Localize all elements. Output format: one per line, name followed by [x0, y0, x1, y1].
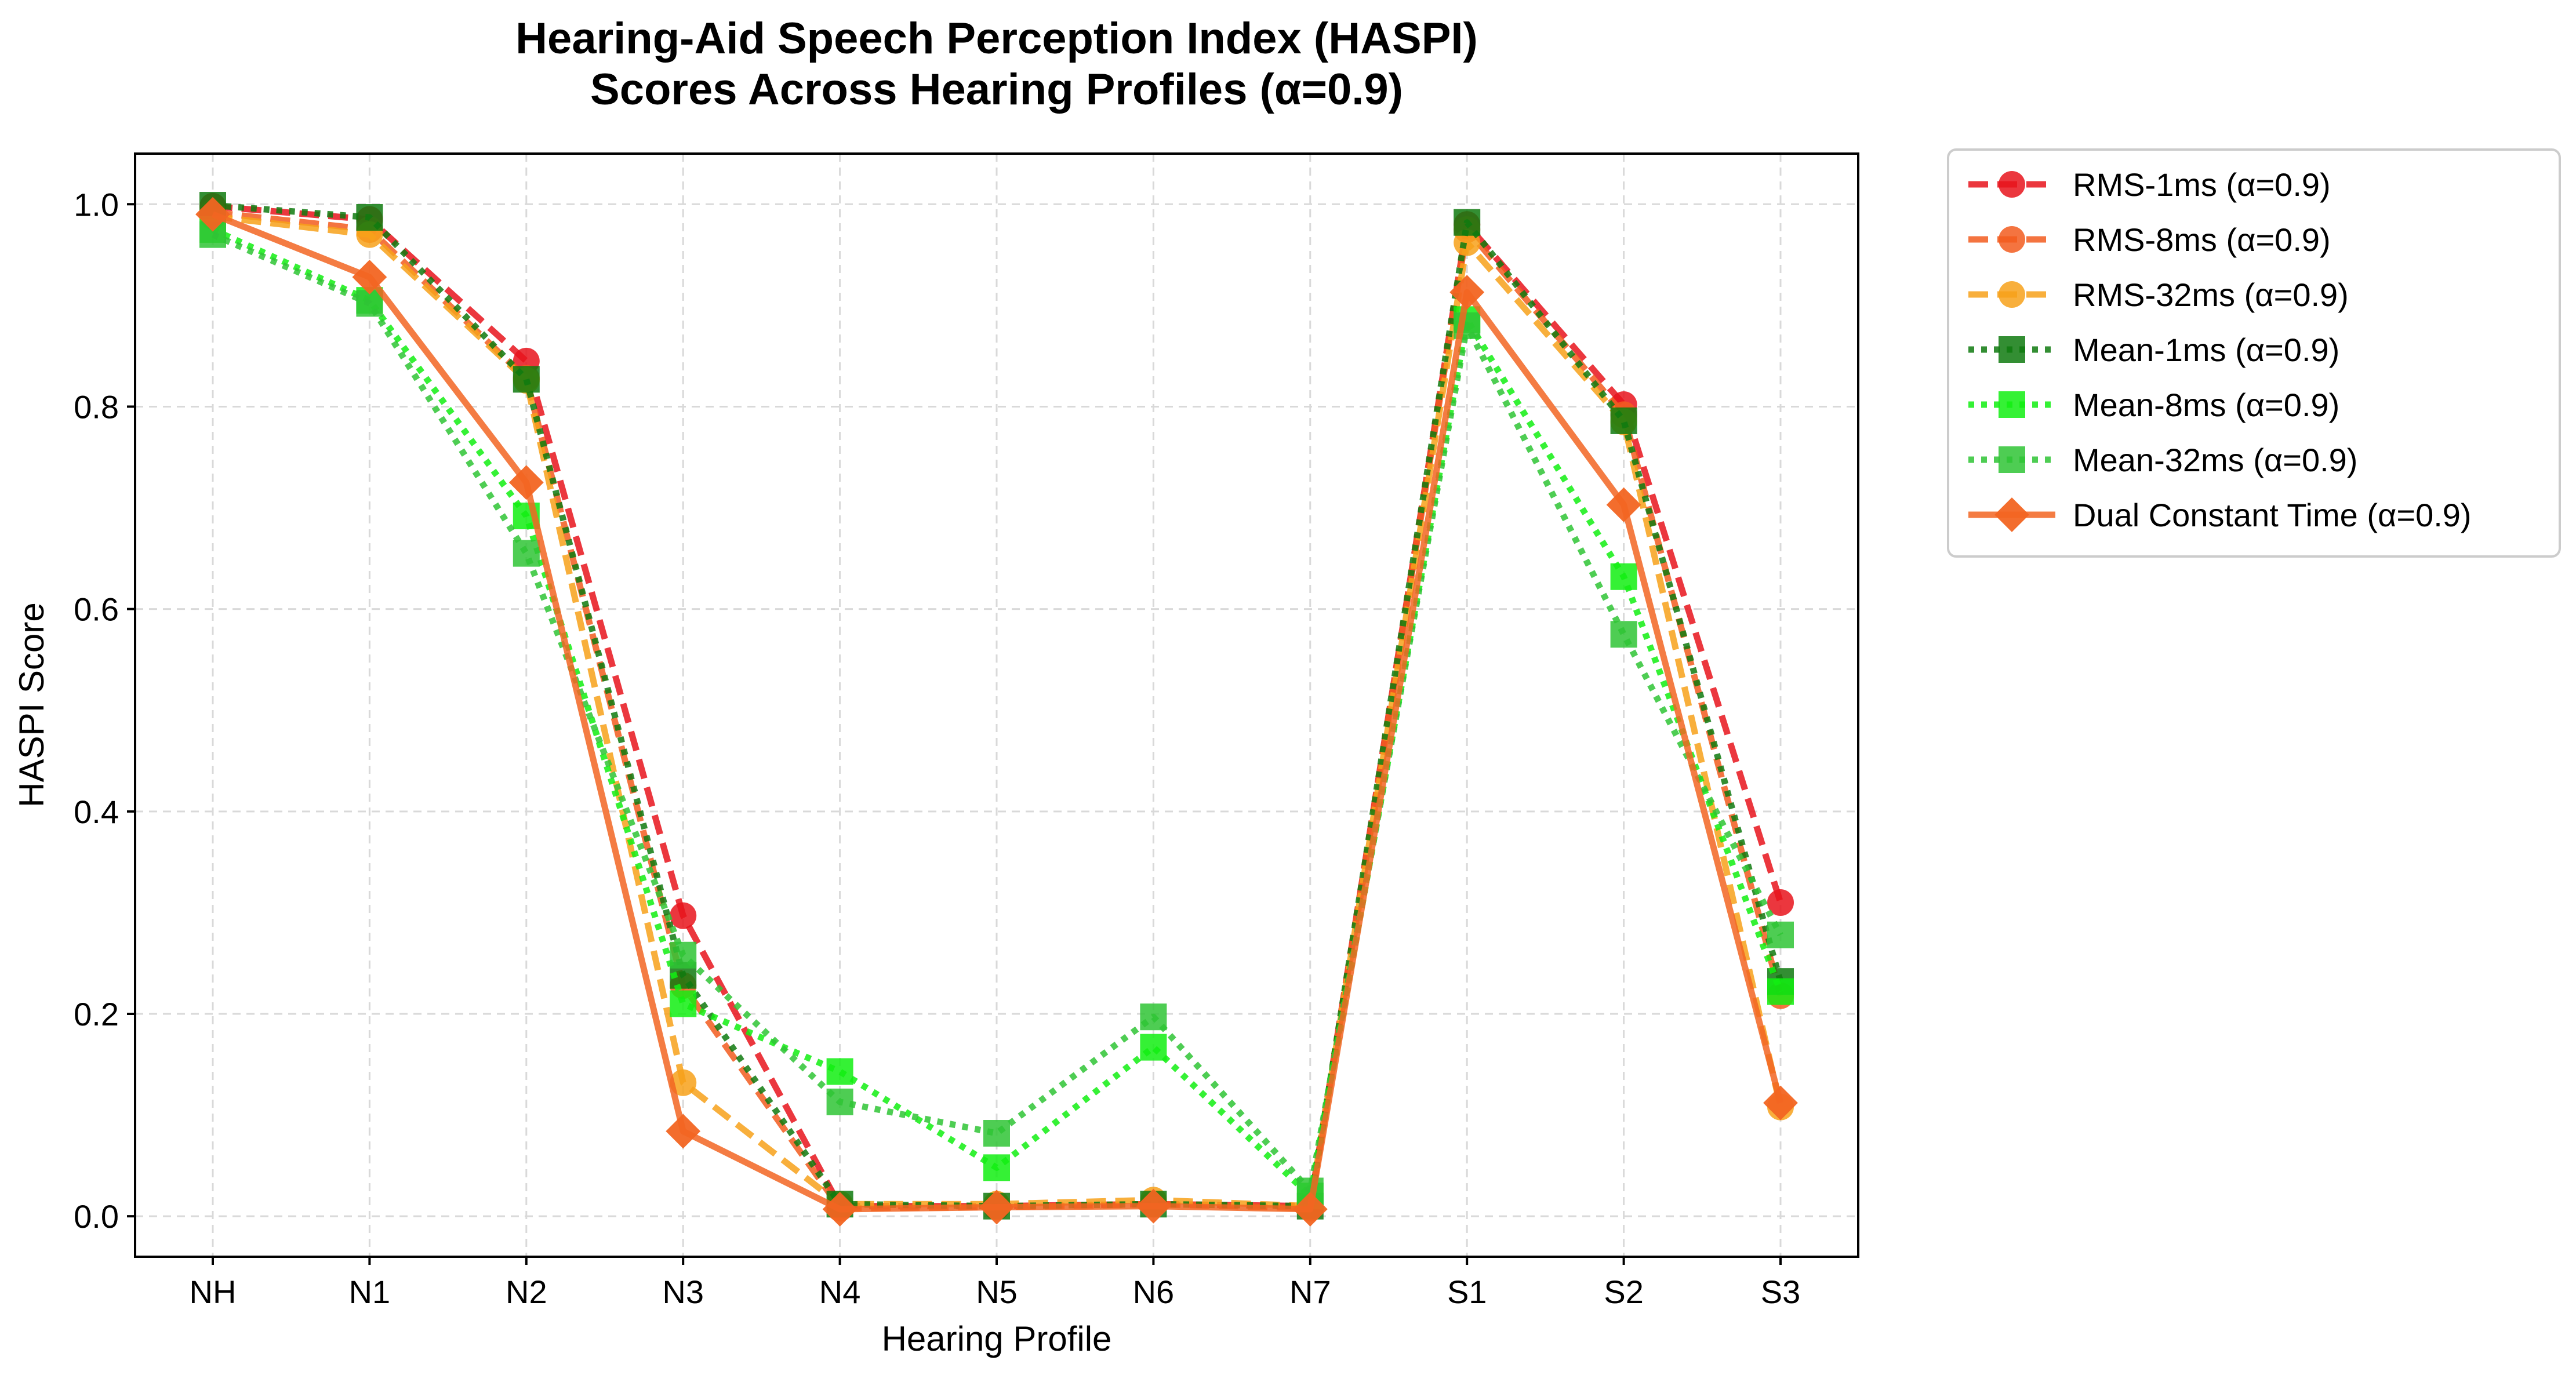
series-line	[212, 213, 1784, 1210]
x-tick-label: S3	[1761, 1274, 1801, 1310]
data-point	[1136, 1188, 1171, 1224]
legend-marker	[1999, 336, 2025, 363]
legend-label: Dual Constant Time (α=0.9)	[2073, 497, 2472, 533]
data-point	[1767, 921, 1794, 948]
data-point	[1292, 1192, 1328, 1227]
legend-label: Mean-1ms (α=0.9)	[2073, 332, 2339, 368]
data-point	[356, 290, 383, 317]
x-tick-label: N1	[349, 1274, 391, 1310]
y-axis-label: HASPI Score	[12, 602, 51, 807]
legend-entry: Dual Constant Time (α=0.9)	[1968, 497, 2472, 533]
chart-title-line-1: Hearing-Aid Speech Perception Index (HAS…	[515, 14, 1478, 63]
data-point	[826, 1058, 853, 1085]
legend-label: RMS-8ms (α=0.9)	[2073, 221, 2331, 258]
y-axis-ticks: 0.0 0.2 0.4 0.6 0.8 1.0	[74, 186, 135, 1235]
legend-marker	[1999, 171, 2025, 198]
series-group	[199, 221, 1794, 1205]
data-point	[1610, 621, 1637, 648]
data-point	[356, 203, 383, 231]
y-tick-label: 0.8	[74, 388, 119, 425]
legend-marker	[1999, 391, 2025, 418]
legend-label: Mean-8ms (α=0.9)	[2073, 387, 2339, 423]
y-tick-label: 0.6	[74, 591, 119, 628]
data-point	[670, 1069, 697, 1096]
legend: RMS-1ms (α=0.9) RMS-8ms (α=0.9) RMS-32ms (…	[1947, 148, 2561, 558]
legend-frame	[1947, 148, 2561, 558]
data-point	[979, 1190, 1014, 1225]
x-tick-label: N3	[662, 1274, 704, 1310]
legend-marker	[1994, 497, 2029, 532]
x-tick-label: N5	[976, 1274, 1018, 1310]
data-point	[1606, 487, 1641, 522]
series-line	[211, 231, 1783, 1195]
y-tick-label: 0.0	[74, 1198, 119, 1235]
data-point	[670, 941, 697, 969]
x-tick-label: S2	[1604, 1274, 1644, 1310]
data-point	[666, 1114, 701, 1149]
x-tick-label: S1	[1447, 1274, 1487, 1310]
data-point	[195, 197, 230, 232]
data-point	[670, 990, 697, 1017]
data-point	[826, 1088, 853, 1115]
legend-entry: RMS-1ms (α=0.9)	[1968, 166, 2331, 203]
chart-title-line-2: Scores Across Hearing Profiles (α=0.9)	[590, 65, 1403, 114]
data-point	[1454, 209, 1481, 236]
y-tick-label: 0.2	[74, 996, 119, 1032]
x-tick-label: N7	[1289, 1274, 1331, 1310]
legend-marker	[1999, 226, 2025, 253]
legend-entry: Mean-32ms (α=0.9)	[1968, 442, 2357, 478]
data-point	[508, 465, 544, 500]
legend-entry: Mean-1ms (α=0.9)	[1968, 332, 2339, 368]
legend-entry: RMS-8ms (α=0.9)	[1968, 221, 2331, 258]
data-point	[1140, 1003, 1167, 1031]
data-point	[352, 260, 387, 294]
legend-label: RMS-32ms (α=0.9)	[2073, 277, 2349, 313]
x-tick-label: N4	[819, 1274, 861, 1310]
series-group	[195, 197, 1798, 1227]
legend-marker	[1999, 446, 2025, 473]
data-point	[1140, 1034, 1167, 1061]
x-axis-ticks: NH N1 N2 N3 N4 N5 N6 N7 S1 S2 S3	[190, 1257, 1801, 1310]
data-point	[513, 366, 540, 393]
grid	[135, 154, 1858, 1257]
data-point	[822, 1192, 858, 1227]
data-point	[1767, 978, 1794, 1005]
x-axis-label: Hearing Profile	[882, 1319, 1112, 1358]
legend-entry: Mean-8ms (α=0.9)	[1968, 387, 2339, 423]
x-tick-label: N6	[1133, 1274, 1175, 1310]
data-point	[513, 540, 540, 567]
data-point	[1767, 889, 1794, 916]
data-point	[1763, 1085, 1798, 1121]
series-layer	[195, 192, 1798, 1227]
data-point	[670, 902, 697, 929]
data-point	[1610, 407, 1637, 434]
y-tick-label: 1.0	[74, 186, 119, 223]
data-point	[983, 1154, 1010, 1181]
y-tick-label: 0.4	[74, 794, 119, 830]
x-tick-label: N2	[506, 1274, 547, 1310]
x-tick-label: NH	[190, 1274, 237, 1310]
data-point	[983, 1120, 1010, 1147]
legend-label: Mean-32ms (α=0.9)	[2073, 442, 2357, 478]
data-point	[1610, 563, 1637, 590]
legend-entry: RMS-32ms (α=0.9)	[1968, 277, 2349, 313]
legend-label: RMS-1ms (α=0.9)	[2073, 166, 2331, 203]
legend-marker	[1999, 281, 2025, 308]
data-point	[1449, 275, 1485, 310]
